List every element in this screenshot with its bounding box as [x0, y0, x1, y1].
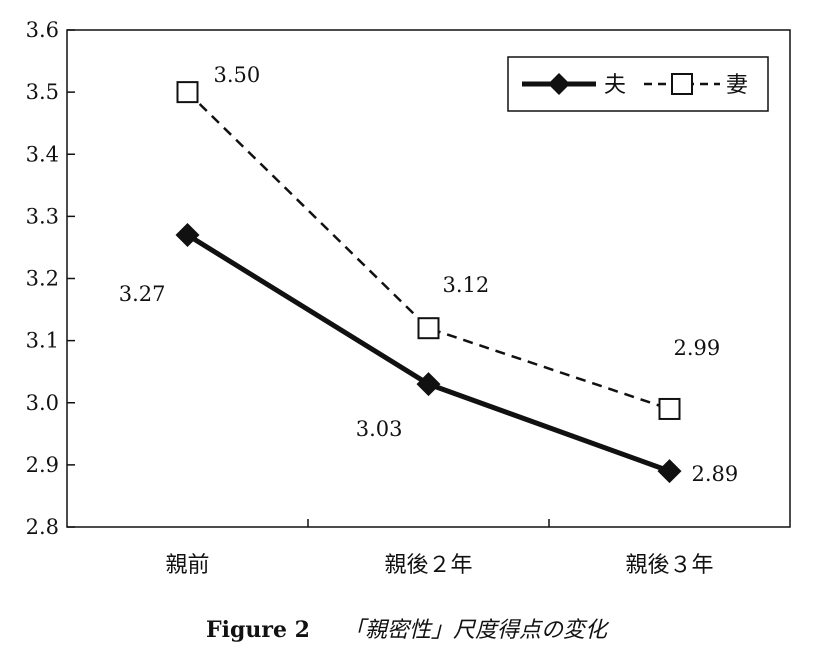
x-category-label: 親前	[165, 553, 209, 578]
y-tick-label: 2.8	[26, 515, 59, 539]
legend-marker-husband	[548, 73, 570, 95]
point-marker-husband	[416, 372, 441, 397]
figure-number: Figure 2	[206, 617, 310, 643]
line-chart: 2.8 2.9 3.0 3.1 3.2 3.3 3.4 3.5 3.6 親前 親後２年 親後３年 3…	[26, 18, 791, 578]
legend-label-husband: 夫	[604, 73, 626, 98]
data-label-wife: 3.12	[443, 273, 490, 297]
y-tick-label: 3.5	[26, 80, 59, 104]
data-label-husband: 3.27	[119, 282, 166, 306]
y-tick-label: 3.6	[26, 18, 59, 42]
point-marker-wife	[658, 397, 681, 420]
data-labels: 3.27 3.03 2.89 3.50 3.12 2.99	[119, 63, 739, 486]
data-label-husband: 3.03	[356, 417, 403, 441]
series-lines	[186, 91, 671, 474]
point-marker-wife	[417, 317, 440, 340]
y-tick-label: 3.1	[26, 329, 59, 353]
legend-label-wife: 妻	[726, 73, 748, 98]
y-axis-ticks: 2.8 2.9 3.0 3.1 3.2 3.3 3.4 3.5 3.6	[26, 18, 75, 539]
point-marker-husband	[657, 459, 682, 484]
x-category-label: 親後３年	[625, 553, 713, 578]
x-axis-categories: 親前 親後２年 親後３年	[165, 519, 714, 578]
data-label-wife: 2.99	[674, 336, 721, 360]
legend-marker-wife	[671, 73, 693, 95]
y-tick-label: 3.0	[26, 391, 59, 415]
y-tick-label: 3.4	[26, 142, 59, 166]
data-label-wife: 3.50	[214, 63, 261, 87]
figure-caption: Figure 2 「親密性」尺度得点の変化	[0, 612, 813, 644]
x-category-label: 親後２年	[384, 553, 472, 578]
legend: 夫妻	[507, 56, 769, 112]
series-line-wife	[186, 91, 670, 411]
series-line-husband	[186, 232, 671, 474]
point-marker-wife	[176, 81, 199, 104]
y-tick-label: 3.3	[26, 204, 59, 228]
y-tick-label: 2.9	[26, 453, 59, 477]
series-markers	[175, 81, 682, 484]
point-marker-husband	[175, 223, 200, 248]
figure-title: 「親密性」尺度得点の変化	[342, 618, 607, 643]
y-tick-label: 3.2	[26, 267, 59, 291]
data-label-husband: 2.89	[692, 462, 739, 486]
